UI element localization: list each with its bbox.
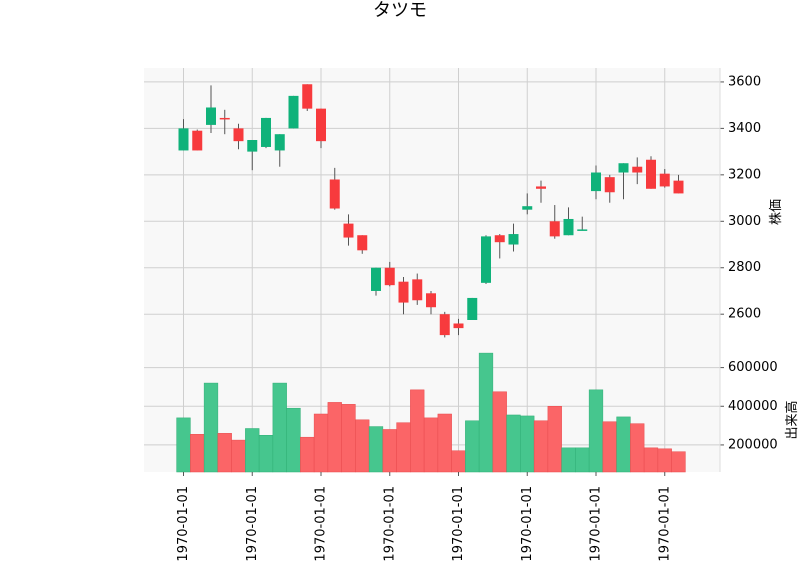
candle-down <box>384 267 395 286</box>
candle-down <box>192 130 203 151</box>
volume-bar-up <box>272 382 287 473</box>
candle-bodies <box>178 84 684 336</box>
x-tick-label: 1970-01-01 <box>451 486 466 562</box>
volume-bar-up <box>465 420 480 473</box>
candle-up <box>288 95 299 129</box>
candle-down <box>646 159 656 189</box>
candle-down <box>659 173 670 187</box>
volume-bar-up <box>588 389 604 473</box>
x-tick-label: 1970-01-01 <box>245 486 260 562</box>
volume-bar-down <box>437 413 452 473</box>
x-tick-label: 1970-01-01 <box>176 486 191 562</box>
volume-bar-down <box>327 402 342 473</box>
volume-bar-up <box>575 447 590 473</box>
candle-down <box>302 84 313 109</box>
candle-down <box>453 323 464 329</box>
volume-bar-down <box>533 420 549 473</box>
candle-up <box>247 140 258 152</box>
candle-down <box>426 293 436 308</box>
volume-bar-down <box>396 422 411 473</box>
candle-up <box>178 128 189 151</box>
volume-bar-down <box>341 404 356 473</box>
volume-bar-down <box>355 419 370 473</box>
volume-bar-down <box>643 447 659 473</box>
volume-bar-up <box>203 382 219 473</box>
price-axis-title: 株価 <box>769 199 784 225</box>
volume-bar-down <box>451 450 466 473</box>
volume-bar-down <box>630 423 645 473</box>
volume-bar-down <box>547 406 562 473</box>
candle-down <box>673 180 684 194</box>
volume-bar-up <box>245 428 260 473</box>
candle-down <box>536 186 546 189</box>
chart-title: タツモ <box>373 0 427 21</box>
volume-bar-up <box>368 426 384 473</box>
x-tick-label: 1970-01-01 <box>520 486 535 562</box>
volume-bar-up <box>478 352 494 473</box>
volume-bar-up <box>561 447 576 473</box>
volume-bar-down <box>190 434 205 473</box>
candle-down <box>412 279 423 301</box>
x-tick-label: 1970-01-01 <box>589 486 604 562</box>
candle-down <box>494 235 505 243</box>
candle-up <box>371 267 381 291</box>
candle-up <box>563 218 574 236</box>
candle-up <box>577 229 588 231</box>
candle-up <box>591 172 601 192</box>
volume-bar-down <box>217 433 232 473</box>
candle-down <box>219 117 230 120</box>
candle-up <box>261 117 271 147</box>
candle-down <box>316 108 326 142</box>
volume-bar-down <box>231 439 246 473</box>
volume-bar-up <box>176 417 191 473</box>
candle-down <box>439 314 450 336</box>
candle-down <box>343 223 354 238</box>
price-tick-label: 3600 <box>728 74 761 89</box>
candle-down <box>357 235 368 251</box>
volume-bar-down <box>300 436 315 473</box>
x-tick-label: 1970-01-01 <box>657 486 672 562</box>
volume-axis-title: 出来高 <box>784 400 800 439</box>
volume-bar-up <box>616 416 631 473</box>
candle-down <box>233 128 244 142</box>
price-tick-label: 3200 <box>728 167 761 182</box>
candle-down <box>549 221 560 237</box>
candle-down <box>604 177 615 193</box>
volume-bar-up <box>258 435 274 473</box>
candle-up <box>467 297 478 320</box>
candle-up <box>508 234 519 245</box>
candle-down <box>398 281 409 303</box>
volume-bar-down <box>602 421 617 473</box>
volume-tick-label: 400000 <box>728 399 778 414</box>
candle-up <box>522 206 533 210</box>
volume-bar-down <box>423 417 439 473</box>
volume-tick-label: 600000 <box>728 360 778 375</box>
volume-tick-label: 200000 <box>728 437 778 452</box>
price-tick-label: 2800 <box>728 260 761 275</box>
candle-up <box>618 163 629 173</box>
volume-bar-down <box>410 389 425 473</box>
volume-bar-down <box>657 448 672 473</box>
candle-up <box>481 236 491 283</box>
volume-bar-down <box>671 451 686 473</box>
candle-up <box>274 134 285 151</box>
volume-bar-down <box>313 413 329 473</box>
volume-bar-up <box>506 414 521 473</box>
volume-bar-down <box>382 429 397 473</box>
candle-down <box>329 179 340 209</box>
volume-bars <box>176 352 686 473</box>
price-panel-background <box>144 68 720 356</box>
axes: 1970-01-01 1970-01-01 1970-01-01 1970-01-01… <box>176 68 778 562</box>
x-tick-label: 1970-01-01 <box>382 486 397 562</box>
candle-up <box>206 107 216 125</box>
price-tick-label: 2600 <box>728 307 761 322</box>
volume-bar-down <box>492 391 507 473</box>
price-tick-label: 3000 <box>728 214 761 229</box>
volume-bar-up <box>520 415 535 473</box>
candle-down <box>632 166 643 173</box>
x-tick-label: 1970-01-01 <box>314 486 329 562</box>
volume-bar-up <box>286 407 301 473</box>
price-tick-label: 3400 <box>728 121 761 136</box>
